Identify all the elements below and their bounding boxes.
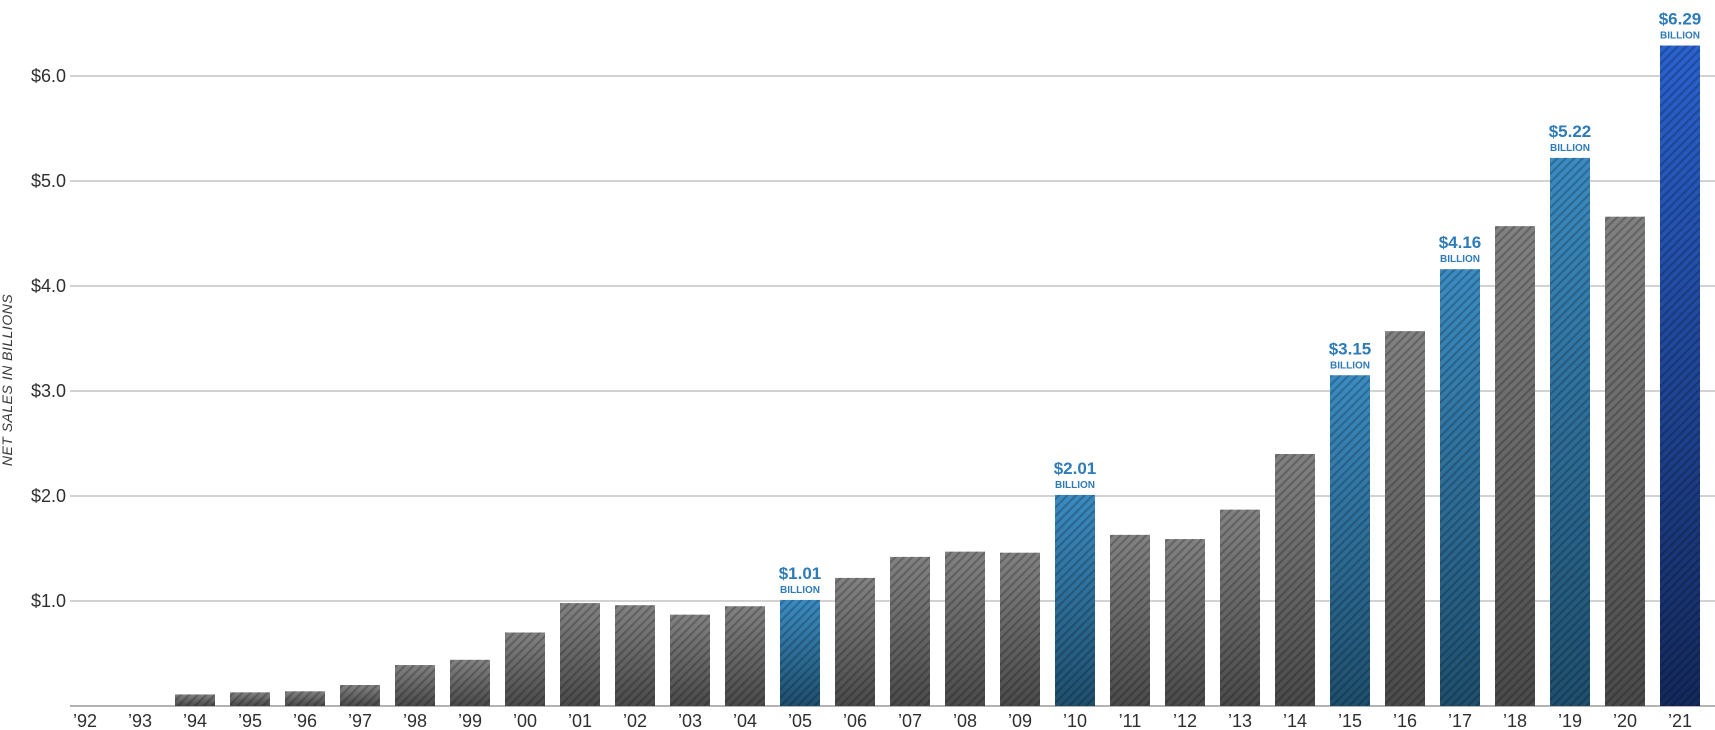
bar-hatch [505, 632, 545, 706]
callout-value-label: $6.29 [1659, 10, 1702, 29]
callout-unit-label: BILLION [1660, 31, 1700, 42]
x-tick-label: ’09 [1008, 711, 1032, 730]
y-tick-label: $2.0 [31, 486, 66, 506]
bar-hatch [395, 665, 435, 706]
y-tick-labels: $1.0 $2.0 $3.0 $4.0 $5.0 $6.0 [31, 66, 66, 611]
bars [175, 45, 1700, 707]
x-tick-label: ’16 [1393, 711, 1417, 730]
x-tick-label: ’10 [1063, 711, 1087, 730]
bar-hatch [725, 606, 765, 706]
x-tick-label: ’19 [1558, 711, 1582, 730]
x-tick-label: ’12 [1173, 711, 1197, 730]
y-tick-label: $6.0 [31, 66, 66, 86]
bar-hatch [285, 691, 325, 706]
y-tick-label: $1.0 [31, 591, 66, 611]
callout-unit-label: BILLION [1440, 254, 1480, 265]
y-tick-label: $5.0 [31, 171, 66, 191]
callout-unit-label: BILLION [1330, 360, 1370, 371]
callout-value-label: $3.15 [1329, 339, 1372, 358]
bar-hatch [1000, 552, 1040, 706]
x-tick-label: ’03 [678, 711, 702, 730]
bar-hatch [450, 659, 490, 706]
bar-hatch [1110, 534, 1150, 706]
bar-hatch [780, 599, 820, 706]
x-tick-label: ’08 [953, 711, 977, 730]
bar-hatch [835, 577, 875, 706]
bar-hatch [615, 605, 655, 706]
bar-hatch [1605, 216, 1645, 706]
callout-value-label: $4.16 [1439, 233, 1482, 252]
y-tick-label: $4.0 [31, 276, 66, 296]
bar-hatch [1385, 331, 1425, 706]
bar-hatch [1220, 509, 1260, 706]
bar-hatch [175, 694, 215, 706]
bar-hatch [230, 692, 270, 706]
x-tick-label: ’95 [238, 711, 262, 730]
x-tick-label: ’21 [1668, 711, 1692, 730]
x-tick-label: ’05 [788, 711, 812, 730]
x-tick-label: ’99 [458, 711, 482, 730]
callout-unit-label: BILLION [1055, 480, 1095, 491]
x-tick-label: ’07 [898, 711, 922, 730]
bar-hatch [1550, 157, 1590, 706]
x-tick-label: ’17 [1448, 711, 1472, 730]
x-tick-label: ’11 [1119, 711, 1142, 730]
bar-hatch [945, 551, 985, 706]
x-tick-label: ’92 [73, 711, 97, 730]
y-tick-label: $3.0 [31, 381, 66, 401]
x-tick-label: ’96 [293, 711, 317, 730]
x-tick-label: ’01 [568, 711, 592, 730]
x-tick-label: ’02 [623, 711, 647, 730]
callout-labels: $1.01 BILLION $2.01 BILLION $3.15 BILLION $4.1… [779, 10, 1702, 596]
bar-hatch [670, 614, 710, 706]
callout-unit-label: BILLION [780, 585, 820, 596]
bar-hatch [890, 556, 930, 706]
x-tick-label: ’93 [128, 711, 152, 730]
x-tick-label: ’98 [403, 711, 427, 730]
bar-hatch [1495, 226, 1535, 706]
callout-unit-label: BILLION [1550, 143, 1590, 154]
x-tick-label: ’97 [348, 711, 372, 730]
x-tick-label: ’04 [733, 711, 757, 730]
x-tick-label: ’06 [843, 711, 867, 730]
bar-hatch [1440, 269, 1480, 706]
x-tick-label: ’14 [1283, 711, 1307, 730]
bar-hatch [560, 603, 600, 706]
callout-value-label: $2.01 [1054, 459, 1097, 478]
bar-hatch [1660, 45, 1700, 707]
bar-hatch [1165, 539, 1205, 706]
bar-hatch [1055, 494, 1095, 706]
x-tick-labels: ’92 ’93 ’94 ’95 ’96 ’97 ’98 ’99 ’00 ’01 ’02 ’03 ’04 ’… [73, 711, 1692, 730]
callout-value-label: $1.01 [779, 564, 822, 583]
x-tick-label: ’18 [1503, 711, 1527, 730]
bar-hatch [340, 685, 380, 706]
bar-hatch [1275, 454, 1315, 706]
y-axis-title: NET SALES IN BILLIONS [0, 294, 15, 466]
x-tick-label: ’94 [183, 711, 207, 730]
x-tick-label: ’00 [513, 711, 537, 730]
x-tick-label: ’13 [1228, 711, 1252, 730]
x-tick-label: ’15 [1338, 711, 1362, 730]
callout-value-label: $5.22 [1549, 122, 1592, 141]
bar-hatch [1330, 375, 1370, 706]
x-tick-label: ’20 [1613, 711, 1637, 730]
